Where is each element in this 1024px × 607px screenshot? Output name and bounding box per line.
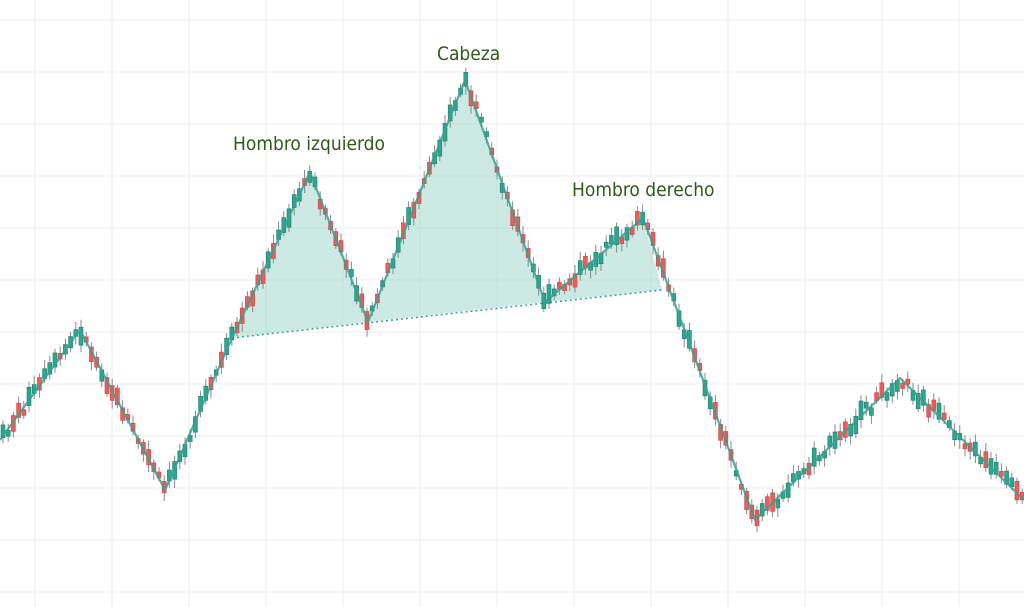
candle: [889, 378, 895, 403]
candle: [614, 222, 619, 253]
candle: [765, 493, 770, 515]
pattern-areas: [231, 80, 663, 339]
candle: [572, 264, 578, 293]
candle: [577, 252, 583, 281]
candle: [546, 278, 552, 310]
candle: [993, 453, 999, 479]
candle: [915, 384, 921, 413]
pattern-area-1: [232, 172, 368, 338]
candle: [16, 396, 21, 424]
candle: [983, 443, 989, 472]
candle: [931, 393, 937, 419]
pattern-labels: Hombro izquierdo Cabeza Hombro derecho: [233, 43, 715, 201]
zigzag-polyline: [0, 78, 1024, 522]
candle: [0, 420, 6, 444]
candle: [853, 408, 859, 439]
candle: [21, 400, 27, 420]
candle: [848, 417, 853, 445]
candle: [926, 398, 931, 423]
candle: [973, 434, 978, 463]
candle: [811, 441, 817, 475]
pattern-area-2: [368, 80, 545, 322]
candle: [905, 371, 911, 392]
label-left-shoulder: Hombro izquierdo: [233, 133, 385, 155]
neckline: [231, 289, 663, 339]
candle: [858, 395, 864, 429]
label-head: Cabeza: [437, 43, 500, 65]
candle: [910, 382, 916, 405]
candle: [936, 397, 942, 424]
candle: [635, 206, 640, 231]
candle: [822, 445, 827, 467]
candle: [962, 435, 968, 457]
zigzag-line: [0, 78, 1024, 522]
label-right-shoulder: Hombro derecho: [572, 179, 715, 201]
candle: [603, 235, 609, 257]
